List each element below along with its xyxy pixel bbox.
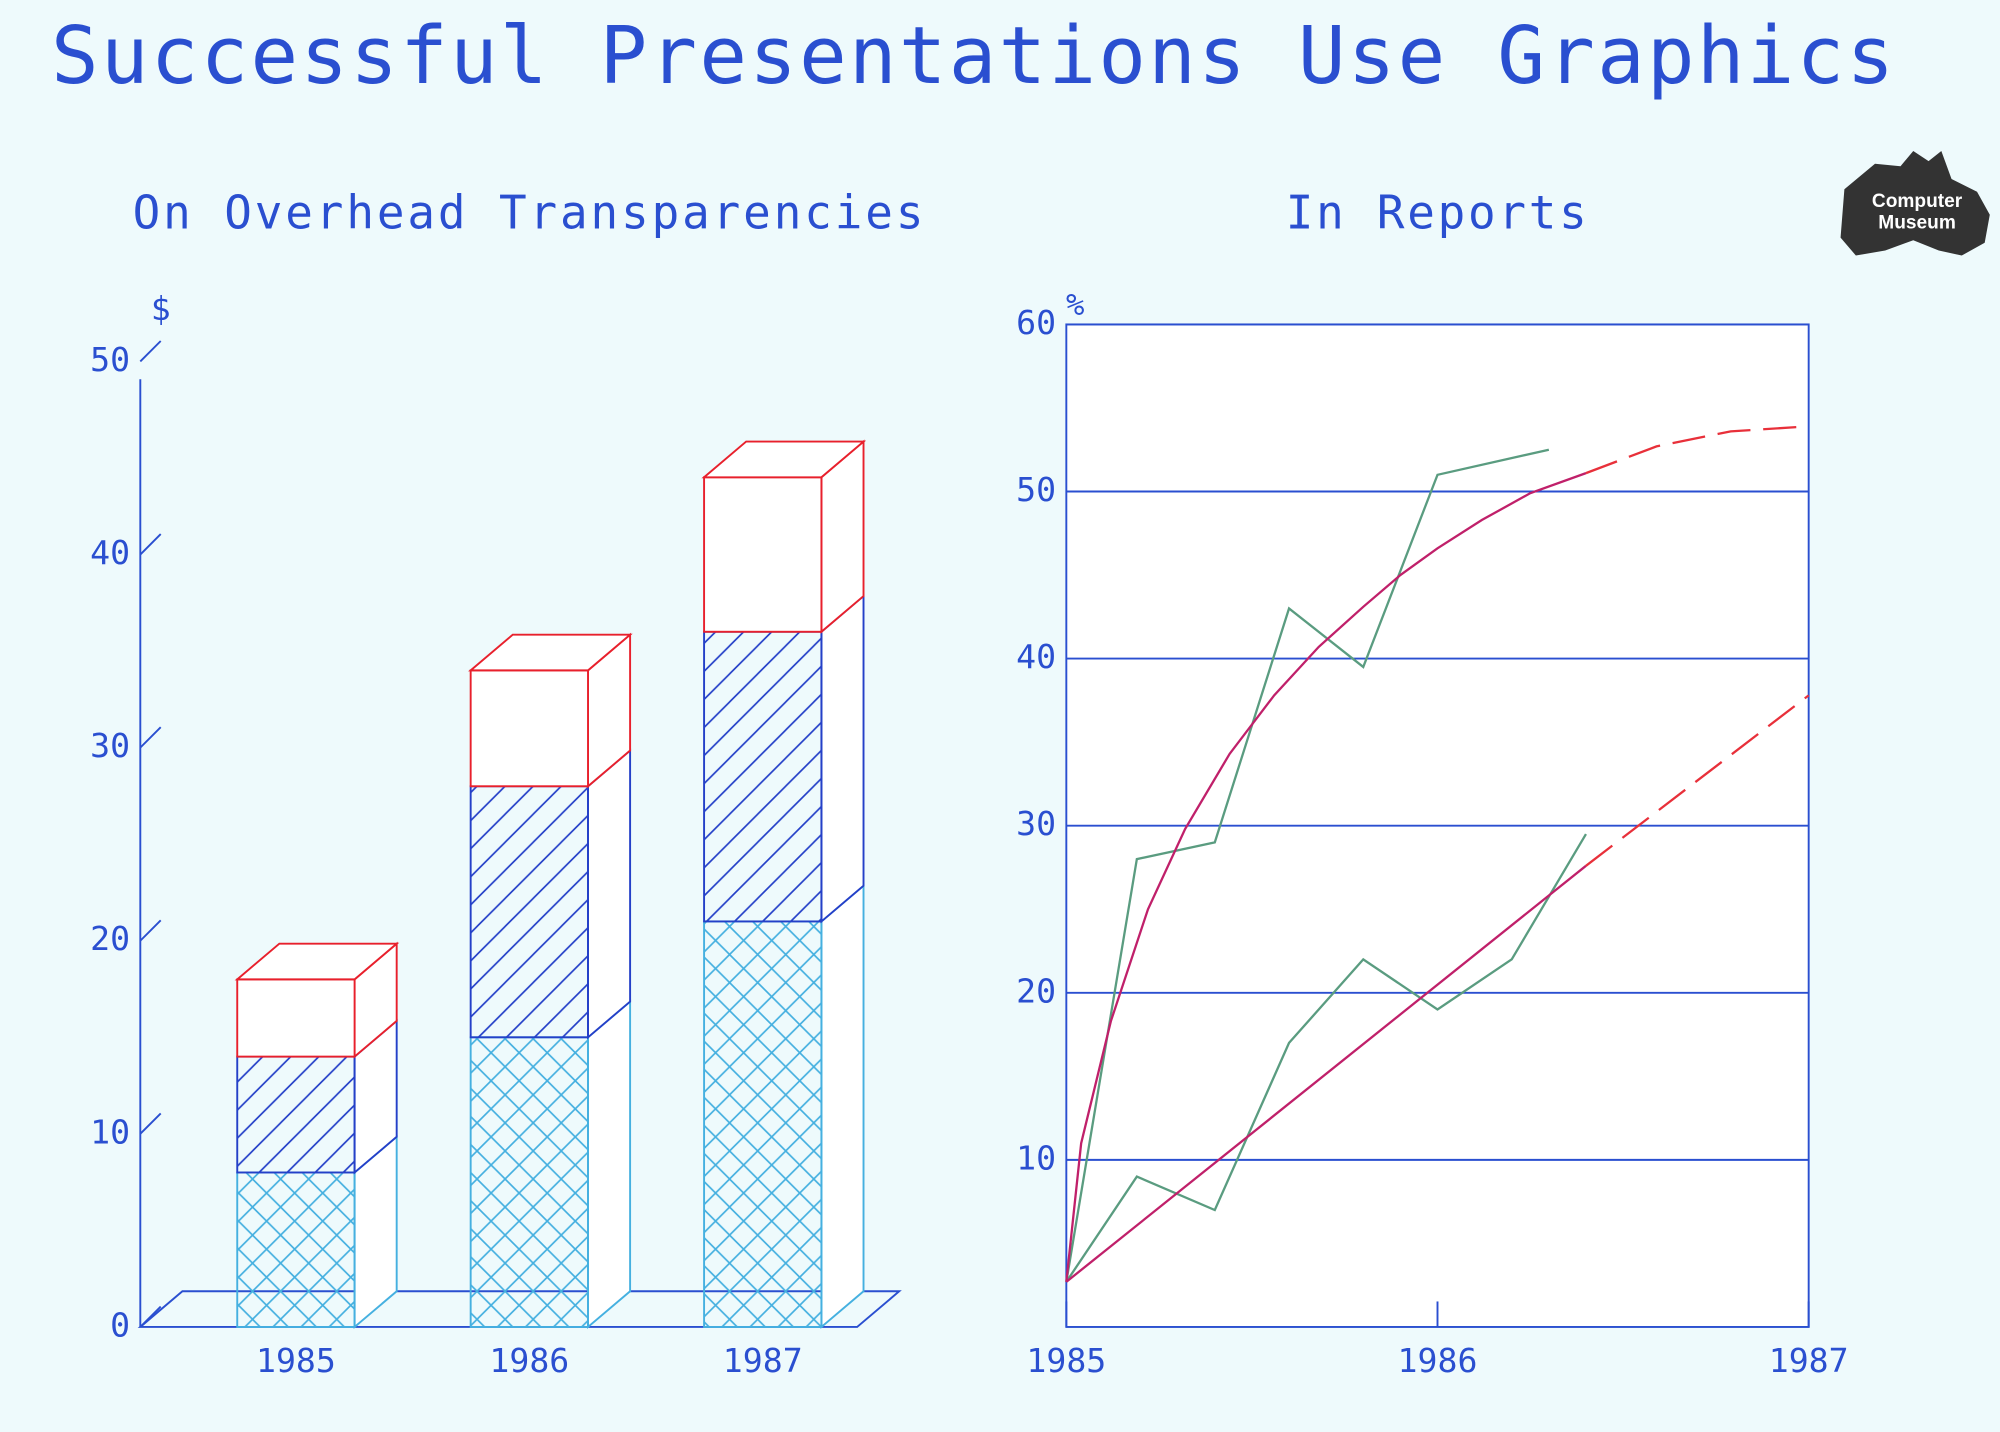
bar-segment — [703, 920, 823, 1328]
bar-segment — [236, 1055, 356, 1174]
bar-segment — [236, 978, 356, 1058]
logo: Computer Museum — [1840, 150, 1990, 256]
bar-segment — [469, 669, 589, 788]
y-tick-label: 40 — [90, 533, 130, 572]
y-tick — [139, 340, 162, 363]
y-tick-label: 0 — [110, 1305, 130, 1344]
x-tick-label: 1986 — [1398, 1341, 1478, 1380]
y-tick-label: 20 — [90, 919, 130, 958]
y-tick-label: 10 — [90, 1112, 130, 1151]
bar-side — [820, 883, 865, 1330]
y-tick — [139, 533, 162, 556]
bar-top — [234, 942, 400, 981]
x-tick-label: 1986 — [489, 1341, 569, 1380]
y-axis-label: % — [1066, 288, 1084, 323]
y-tick-label: 30 — [90, 726, 130, 765]
line-series — [1065, 472, 1587, 1282]
bar-segment — [236, 1171, 356, 1328]
y-tick-label: 50 — [1016, 470, 1056, 509]
y-tick — [139, 1112, 162, 1135]
bar-segment — [469, 785, 589, 1039]
page-title: Successful Presentations Use Graphics — [51, 10, 1894, 102]
line-series — [1065, 448, 1550, 1283]
x-tick-label: 1987 — [1769, 1341, 1849, 1380]
x-tick-label: 1985 — [256, 1341, 336, 1380]
bar-segment — [469, 1036, 589, 1328]
bar-side — [587, 999, 632, 1330]
logo-text: Museum — [1878, 213, 1956, 234]
x-tick-label: 1985 — [1026, 1341, 1106, 1380]
floor — [137, 1290, 902, 1328]
bar-top — [701, 440, 867, 479]
bar-segment — [703, 476, 823, 633]
y-tick-label: 50 — [90, 340, 130, 379]
bar-segment — [703, 630, 823, 923]
logo-shape — [1840, 150, 1990, 256]
y-tick — [139, 1305, 162, 1328]
logo-text: Computer — [1872, 191, 1963, 212]
y-axis-label: $ — [151, 289, 171, 328]
line-series — [1585, 425, 1809, 475]
line-series — [1585, 694, 1810, 867]
bar-top — [468, 633, 633, 672]
y-tick — [139, 726, 162, 749]
y-tick-label: 20 — [1016, 971, 1056, 1010]
chart-title: In Reports — [1286, 186, 1587, 240]
bar-side — [587, 748, 632, 1040]
y-tick-label: 30 — [1016, 804, 1056, 843]
y-tick-label: 60 — [1016, 303, 1056, 342]
x-tick-label: 1987 — [723, 1341, 803, 1380]
y-tick-label: 40 — [1016, 637, 1056, 676]
line-series — [1065, 833, 1587, 1283]
y-tick-label: 10 — [1016, 1138, 1056, 1177]
bar-side — [820, 593, 865, 924]
chart-title: On Overhead Transparencies — [133, 186, 924, 240]
y-tick — [139, 919, 162, 942]
line-series — [1065, 864, 1587, 1283]
